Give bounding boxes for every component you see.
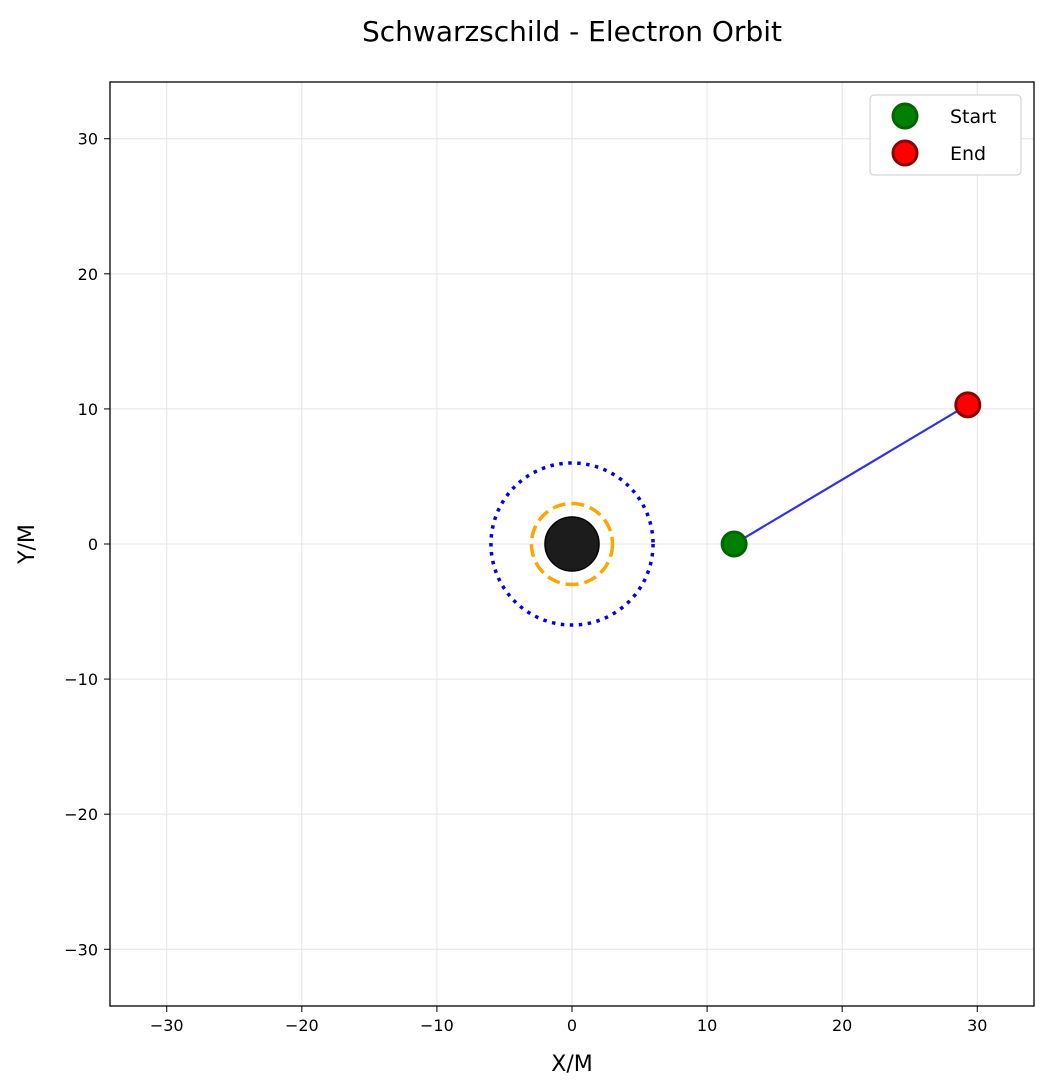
y-axis-label: Y/M	[15, 524, 40, 565]
start-legend-label: Start	[950, 106, 996, 128]
y-tick-label: −10	[64, 670, 98, 689]
x-tick-label: −10	[420, 1016, 454, 1035]
plot-area: −30 −20 −10 0 10 20 30 −30 −20 −10 0 10 20 30 Start End	[64, 81, 1035, 1035]
x-tick-label: −30	[150, 1016, 184, 1035]
x-tick-label: −20	[285, 1016, 319, 1035]
trajectory-line	[733, 403, 969, 545]
isco-circle	[489, 461, 655, 627]
x-tick-label: 10	[697, 1016, 717, 1035]
y-tick-label: −30	[64, 940, 98, 959]
end-legend-marker	[891, 139, 919, 167]
x-axis-label: X/M	[551, 1052, 592, 1077]
x-tick-label: 20	[832, 1016, 852, 1035]
black-hole	[544, 516, 600, 572]
x-tick-label: 30	[967, 1016, 987, 1035]
y-tick-label: 20	[78, 265, 98, 284]
event-horizon-circle	[529, 501, 615, 587]
start-legend-marker	[891, 102, 919, 130]
y-tick-label: 10	[78, 400, 98, 419]
chart-title: Schwarzschild - Electron Orbit	[362, 15, 782, 48]
start-point	[720, 530, 748, 558]
y-tick-label: 0	[88, 535, 98, 554]
x-tick-label: 0	[567, 1016, 577, 1035]
end-point	[954, 391, 982, 419]
legend-box	[869, 94, 1022, 176]
end-legend-label: End	[950, 143, 986, 165]
y-tick-label: 30	[78, 130, 98, 149]
y-tick-label: −20	[64, 805, 98, 824]
